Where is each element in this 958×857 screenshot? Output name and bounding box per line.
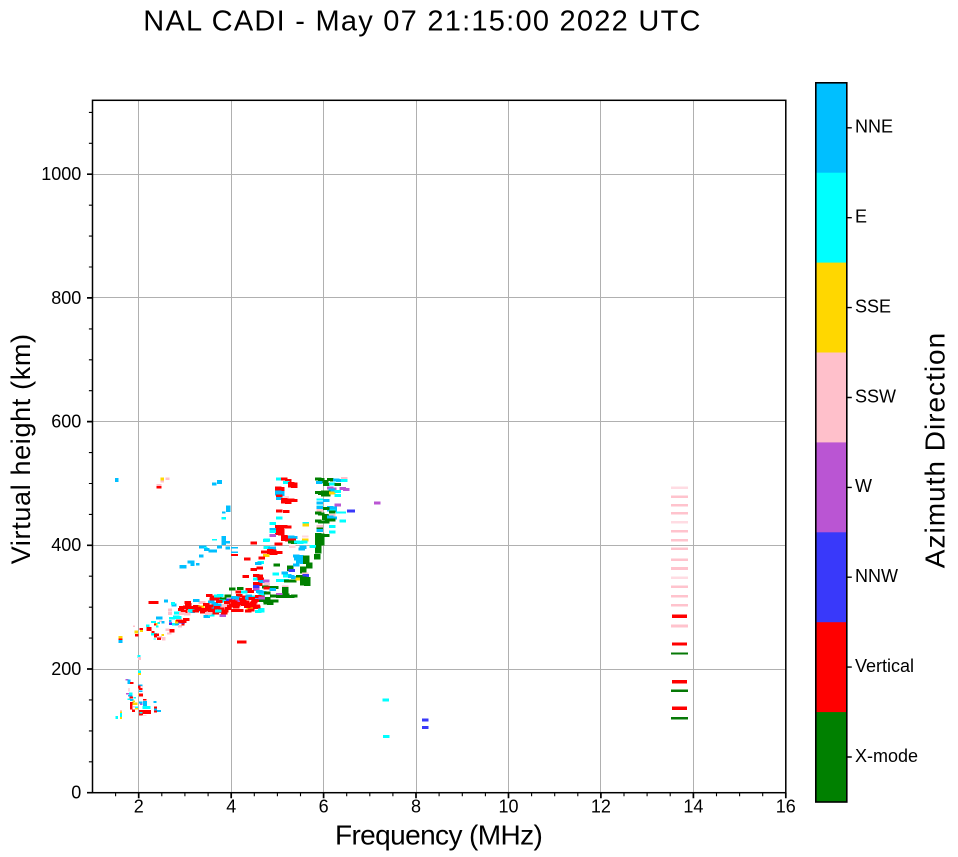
svg-text:0: 0: [71, 783, 81, 803]
svg-text:8: 8: [411, 797, 421, 817]
svg-text:4: 4: [226, 797, 236, 817]
svg-text:1000: 1000: [41, 164, 81, 184]
svg-text:SSE: SSE: [855, 296, 891, 316]
svg-text:Frequency (MHz): Frequency (MHz): [335, 819, 542, 850]
svg-text:16: 16: [776, 797, 796, 817]
svg-text:800: 800: [51, 288, 81, 308]
svg-text:NNW: NNW: [855, 566, 898, 586]
svg-text:600: 600: [51, 412, 81, 432]
svg-text:E: E: [855, 207, 867, 227]
svg-text:200: 200: [51, 659, 81, 679]
svg-text:Vertical: Vertical: [855, 656, 914, 676]
svg-text:14: 14: [683, 797, 703, 817]
svg-text:2: 2: [134, 797, 144, 817]
svg-text:400: 400: [51, 535, 81, 555]
svg-text:NNE: NNE: [855, 117, 893, 137]
svg-text:6: 6: [319, 797, 329, 817]
svg-text:Azimuth Direction: Azimuth Direction: [920, 332, 951, 568]
svg-text:10: 10: [498, 797, 518, 817]
svg-text:12: 12: [591, 797, 611, 817]
svg-text:W: W: [855, 476, 872, 496]
svg-text:Virtual height (km): Virtual height (km): [6, 333, 36, 564]
svg-text:X-mode: X-mode: [855, 746, 918, 766]
svg-text:NAL CADI - May 07 21:15:00 202: NAL CADI - May 07 21:15:00 2022 UTC: [143, 6, 701, 38]
svg-text:SSW: SSW: [855, 386, 896, 406]
